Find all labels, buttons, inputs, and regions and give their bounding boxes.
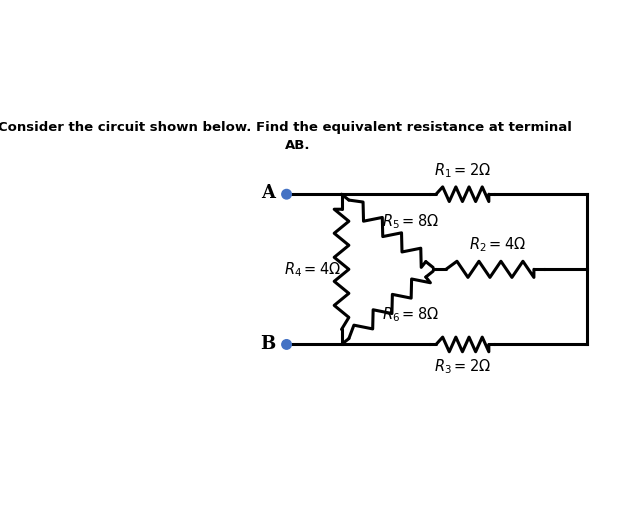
Text: $R_5 = 8\Omega$: $R_5 = 8\Omega$ xyxy=(382,212,439,231)
Text: $R_3 = 2\Omega$: $R_3 = 2\Omega$ xyxy=(434,357,491,376)
Text: $R_1 = 2\Omega$: $R_1 = 2\Omega$ xyxy=(434,162,491,180)
Text: $R_4 = 4\Omega$: $R_4 = 4\Omega$ xyxy=(283,260,341,279)
Text: $R_2 = 4\Omega$: $R_2 = 4\Omega$ xyxy=(469,235,526,254)
Text: $R_6 = 8\Omega$: $R_6 = 8\Omega$ xyxy=(382,306,439,325)
Text: B: B xyxy=(261,334,276,353)
Text: Consider the circuit shown below. Find the equivalent resistance at terminal: Consider the circuit shown below. Find t… xyxy=(0,121,571,134)
Text: A: A xyxy=(262,185,276,203)
Circle shape xyxy=(282,189,291,199)
Circle shape xyxy=(282,340,291,349)
Text: AB.: AB. xyxy=(285,139,310,151)
